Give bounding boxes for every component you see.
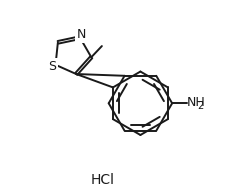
Text: N: N (77, 28, 87, 41)
Text: 2: 2 (198, 101, 204, 111)
Text: NH: NH (187, 96, 206, 109)
Text: S: S (48, 60, 56, 73)
Text: HCl: HCl (91, 173, 115, 187)
